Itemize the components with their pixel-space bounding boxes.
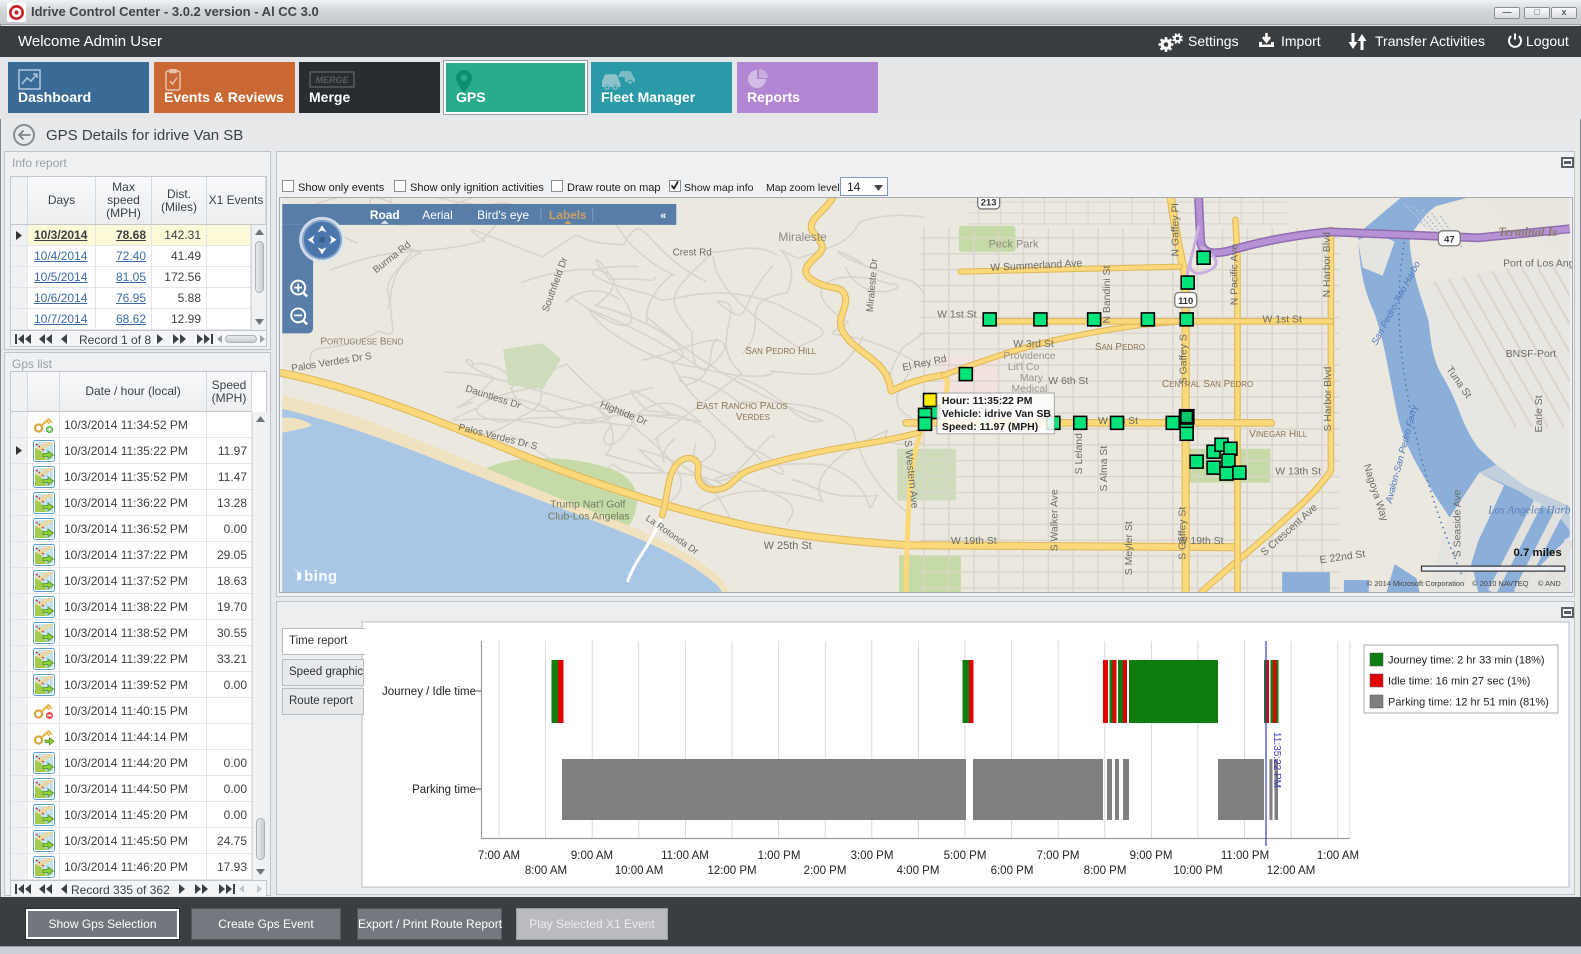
svg-text:S Gaffey St: S Gaffey St — [1178, 507, 1189, 560]
svg-text:SAN PEDRO HILL: SAN PEDRO HILL — [745, 346, 817, 357]
svg-text:8:00 AM: 8:00 AM — [525, 865, 567, 877]
svg-text:Bird's eye: Bird's eye — [477, 208, 529, 222]
svg-text:W 6th St: W 6th St — [1048, 376, 1088, 387]
svg-text:PORTUGUESE BEND: PORTUGUESE BEND — [320, 336, 403, 347]
svg-text:Los Angeles Harb: Los Angeles Harb — [1487, 504, 1571, 516]
svg-text:MERGE: MERGE — [315, 75, 349, 85]
svg-text:EAST RANCHO PALOS: EAST RANCHO PALOS — [696, 401, 787, 412]
svg-text:5:00 PM: 5:00 PM — [944, 850, 987, 862]
svg-text:10:00 AM: 10:00 AM — [615, 865, 664, 877]
svg-text:Trump Nat'l Golf: Trump Nat'l Golf — [550, 499, 625, 510]
svg-text:© AND: © AND — [1538, 579, 1562, 588]
svg-text:W 1st St: W 1st St — [1262, 314, 1302, 325]
svg-text:S Walker Ave: S Walker Ave — [1049, 489, 1060, 551]
svg-text:Journey / Idle time: Journey / Idle time — [382, 686, 476, 698]
svg-text:Lit'l Co: Lit'l Co — [1008, 362, 1040, 373]
svg-text:S Harbor Blvd: S Harbor Blvd — [1323, 366, 1334, 431]
svg-text:W 13th St: W 13th St — [1275, 467, 1321, 478]
svg-text:VINEGAR HILL: VINEGAR HILL — [1249, 429, 1308, 440]
svg-text:S Leland: S Leland — [1074, 433, 1085, 474]
svg-text:3:00 PM: 3:00 PM — [851, 850, 894, 862]
svg-text:bing: bing — [304, 568, 337, 585]
svg-text:W 19th St: W 19th St — [951, 536, 997, 547]
svg-text:W 1st St: W 1st St — [937, 309, 977, 320]
svg-text:12:00 AM: 12:00 AM — [1267, 865, 1316, 877]
svg-text:Club-Los Angelas: Club-Los Angelas — [548, 511, 630, 522]
svg-text:W Summerland Ave: W Summerland Ave — [990, 258, 1083, 274]
svg-text:N Gaffey Pl: N Gaffey Pl — [1171, 203, 1182, 256]
svg-text:Hour: 11:35:22 PM: Hour: 11:35:22 PM — [942, 396, 1032, 407]
svg-text:11:35:22 PM: 11:35:22 PM — [1271, 732, 1282, 788]
svg-text:Providence: Providence — [1003, 351, 1055, 362]
svg-text:7:00 AM: 7:00 AM — [478, 850, 520, 862]
svg-text:110: 110 — [1178, 296, 1193, 307]
svg-text:Peck Park: Peck Park — [989, 239, 1039, 251]
svg-text:10:00 PM: 10:00 PM — [1173, 865, 1222, 877]
svg-text:9:00 PM: 9:00 PM — [1130, 850, 1173, 862]
svg-text:BNSF-Port: BNSF-Port — [1506, 349, 1557, 360]
svg-text:Medical: Medical — [1011, 384, 1047, 395]
svg-text:Labels: Labels — [549, 208, 587, 222]
svg-text:S Gaffey S: S Gaffey S — [1179, 334, 1190, 384]
svg-text:7:00 PM: 7:00 PM — [1037, 850, 1080, 862]
svg-text:47: 47 — [1444, 234, 1455, 245]
svg-text:Crest Rd: Crest Rd — [673, 248, 712, 259]
svg-text:S Seaside Ave: S Seaside Ave — [1452, 489, 1463, 557]
svg-text:Parking time: Parking time — [412, 784, 476, 796]
svg-text:6:00 PM: 6:00 PM — [991, 865, 1034, 877]
svg-text:Earle St: Earle St — [1534, 395, 1545, 432]
svg-text:Miraleste: Miraleste — [778, 230, 827, 244]
svg-text:1:00 AM: 1:00 AM — [1317, 850, 1359, 862]
svg-text:«: « — [660, 210, 666, 222]
svg-text:N Bandini St: N Bandini St — [1102, 265, 1113, 323]
svg-text:2:00 PM: 2:00 PM — [804, 865, 847, 877]
svg-text:N Harbor Blvd: N Harbor Blvd — [1322, 232, 1333, 298]
svg-text:12:00 PM: 12:00 PM — [707, 865, 756, 877]
svg-text:8:00 PM: 8:00 PM — [1084, 865, 1127, 877]
svg-text:213: 213 — [981, 197, 997, 208]
svg-text:Miraleste Dr: Miraleste Dr — [865, 257, 881, 312]
svg-text:VERDES: VERDES — [736, 412, 770, 423]
svg-text:11:00 PM: 11:00 PM — [1221, 850, 1269, 862]
svg-text:SAN PEDRO: SAN PEDRO — [1095, 342, 1145, 353]
svg-text:S Alma St: S Alma St — [1099, 446, 1110, 492]
svg-text:Port of Los Angel: Port of Los Angel — [1503, 259, 1573, 270]
svg-text:CENTRAL SAN PEDRO: CENTRAL SAN PEDRO — [1162, 379, 1253, 390]
svg-text:0.7 miles: 0.7 miles — [1513, 547, 1561, 559]
svg-text:W 25th St: W 25th St — [764, 540, 812, 552]
svg-text:Idle time: 16 min 27 sec (1%): Idle time: 16 min 27 sec (1%) — [1388, 676, 1530, 688]
svg-text:Journey time: 2 hr 33 min (18%: Journey time: 2 hr 33 min (18%) — [1388, 655, 1545, 667]
svg-text:Parking time: 12 hr 51 min (81: Parking time: 12 hr 51 min (81%) — [1388, 697, 1549, 709]
svg-text:W 19th St: W 19th St — [1178, 536, 1224, 547]
svg-text:11:00 AM: 11:00 AM — [661, 850, 709, 862]
svg-text:N Pacific Ave: N Pacific Ave — [1229, 244, 1240, 305]
svg-text:Road: Road — [370, 208, 400, 222]
svg-text:© 2010 NAVTEQ: © 2010 NAVTEQ — [1472, 579, 1529, 588]
svg-text:9:00 AM: 9:00 AM — [571, 850, 613, 862]
svg-text:S Meyler St: S Meyler St — [1124, 521, 1135, 575]
svg-text:Speed: 11.97 (MPH): Speed: 11.97 (MPH) — [942, 422, 1038, 433]
svg-text:4:00 PM: 4:00 PM — [897, 865, 940, 877]
svg-text:Mary: Mary — [1020, 373, 1044, 384]
svg-text:1:00 PM: 1:00 PM — [758, 850, 801, 862]
svg-text:Terminal Is: Terminal Is — [1498, 225, 1557, 239]
svg-text:© 2014 Microsoft Corporation: © 2014 Microsoft Corporation — [1367, 579, 1464, 588]
svg-text:W 3rd St: W 3rd St — [1013, 339, 1054, 350]
svg-text:Vehicle: idrive Van SB: Vehicle: idrive Van SB — [942, 409, 1052, 420]
svg-text:Aerial: Aerial — [422, 208, 452, 222]
